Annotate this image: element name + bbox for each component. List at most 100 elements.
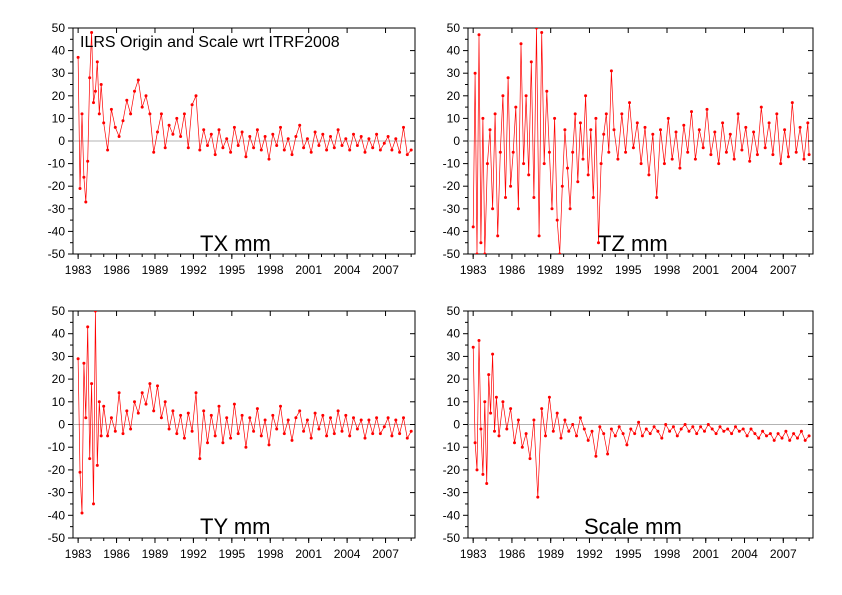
data-point: [755, 153, 759, 157]
data-point: [329, 135, 332, 138]
data-point: [477, 33, 481, 37]
data-point: [792, 432, 796, 436]
panel-label: Scale mm: [584, 514, 682, 539]
data-point: [505, 427, 509, 431]
data-point: [240, 413, 244, 417]
data-point: [772, 438, 776, 442]
data-point: [509, 407, 513, 411]
data-point: [84, 416, 88, 420]
x-tick-label: 1995: [615, 263, 642, 277]
data-point: [662, 162, 666, 166]
data-point: [109, 107, 113, 111]
y-tick-label: 50: [52, 304, 66, 318]
y-tick-label: 0: [453, 134, 460, 148]
data-point: [106, 148, 110, 152]
y-tick-label: -20: [48, 463, 66, 477]
data-point: [631, 146, 635, 150]
data-point: [121, 119, 125, 123]
data-point: [780, 436, 784, 440]
data-point: [718, 425, 722, 429]
data-point: [524, 432, 528, 436]
data-point: [405, 153, 409, 157]
y-tick-label: 30: [52, 349, 66, 363]
x-tick-label: 2007: [770, 547, 797, 561]
data-point: [566, 166, 569, 170]
data-point: [271, 132, 275, 136]
data-point: [651, 132, 655, 136]
y-tick-label: 0: [453, 418, 460, 432]
data-point: [728, 132, 732, 136]
data-point: [573, 112, 577, 116]
data-point: [609, 69, 613, 73]
data-point: [390, 148, 394, 152]
y-tick-label: 20: [52, 372, 66, 386]
data-point: [82, 175, 86, 179]
data-point: [664, 423, 668, 426]
data-point: [125, 409, 129, 413]
data-point: [568, 207, 572, 211]
y-tick-label: -10: [48, 157, 66, 171]
data-point: [473, 71, 477, 75]
data-point: [652, 425, 656, 429]
data-point: [409, 429, 413, 433]
data-point: [485, 162, 489, 166]
data-point: [784, 429, 788, 433]
data-point: [625, 443, 629, 447]
data-point: [555, 218, 559, 222]
data-point: [532, 196, 536, 199]
data-point: [348, 434, 352, 438]
y-tick-label: -20: [443, 179, 461, 193]
y-tick-label: -50: [443, 247, 461, 261]
data-point: [340, 429, 344, 433]
data-point: [409, 148, 413, 152]
y-tick-label: -30: [443, 202, 461, 216]
data-point: [509, 184, 513, 188]
data-point: [586, 173, 590, 177]
y-tick-label: -30: [48, 202, 66, 216]
data-point: [483, 400, 487, 404]
data-point: [117, 391, 121, 395]
data-point: [757, 436, 761, 440]
series-line: [77, 32, 412, 203]
data-point: [563, 418, 567, 422]
data-point: [705, 107, 709, 111]
data-point: [144, 402, 148, 406]
data-point: [390, 434, 394, 438]
data-point: [252, 146, 256, 150]
data-point: [97, 112, 101, 116]
data-point: [586, 438, 590, 442]
data-point: [363, 436, 367, 440]
data-point: [807, 434, 811, 438]
data-point: [298, 123, 302, 127]
data-point: [171, 409, 175, 413]
data-point: [674, 130, 678, 134]
data-point: [159, 112, 163, 116]
y-tick-label: 40: [447, 44, 461, 58]
data-point: [506, 76, 510, 80]
data-point: [576, 180, 580, 184]
data-point: [309, 436, 313, 440]
data-point: [313, 411, 317, 415]
data-point: [133, 89, 136, 93]
data-point: [666, 116, 670, 120]
data-point: [156, 130, 159, 134]
x-tick-label: 1992: [576, 547, 603, 561]
data-point: [628, 101, 631, 105]
data-point: [225, 416, 229, 420]
series-line: [472, 340, 810, 498]
data-point: [736, 112, 740, 116]
x-tick-label: 1998: [654, 263, 681, 277]
data-point: [375, 416, 379, 420]
data-point: [639, 162, 643, 166]
x-tick-label: 2007: [770, 263, 797, 277]
data-point: [656, 429, 660, 433]
data-point: [660, 436, 664, 440]
data-point: [477, 339, 481, 342]
data-point: [109, 416, 113, 420]
data-point: [686, 150, 690, 154]
data-point: [99, 434, 103, 438]
data-point: [244, 445, 248, 449]
data-point: [252, 429, 256, 433]
panel-tz: 50 40 30 20 10 0 -10 -20 -30 -40 -50 1983 1986 1989 19…: [443, 21, 814, 277]
data-point: [697, 128, 701, 132]
